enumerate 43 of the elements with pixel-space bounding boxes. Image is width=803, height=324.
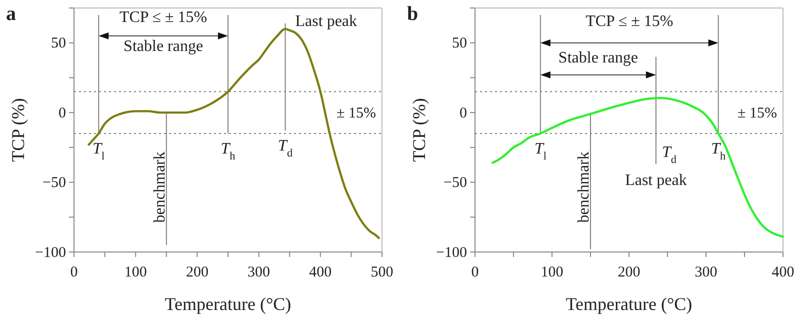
- ref-line-label: benchmark: [576, 152, 593, 223]
- chart-title: a: [6, 3, 16, 25]
- x-tick-label: 400: [772, 264, 794, 280]
- ref-line-label: T$_{d}$: [278, 138, 293, 160]
- annotation: TCP ≤ ± 15%: [120, 8, 208, 26]
- x-tick-label: 300: [248, 264, 270, 280]
- ref-line-label: benchmark: [152, 152, 169, 223]
- x-tick-label: 200: [186, 264, 208, 280]
- annotation: Last peak: [625, 172, 687, 190]
- line-series: [88, 28, 380, 240]
- ref-line-label: T$_{d}$: [662, 144, 677, 166]
- x-axis-title: Temperature (°C): [566, 294, 692, 314]
- x-tick-label: 300: [694, 264, 718, 280]
- x-tick-label: 200: [618, 264, 640, 280]
- annotation: TCP ≤ ± 15%: [586, 13, 674, 30]
- annotation: Stable range: [558, 49, 638, 66]
- y-tick-label: 0: [58, 105, 66, 122]
- x-axis-title: Temperature (°C): [164, 294, 292, 314]
- ref-line-label: T$_{h}$: [711, 140, 726, 162]
- y-axis-title: TCP (%): [409, 98, 429, 162]
- y-tick-label: 0: [460, 105, 467, 122]
- x-tick-label: 400: [309, 264, 332, 280]
- y-tick-label: −100: [35, 244, 66, 261]
- y-tick-label: 50: [51, 36, 66, 52]
- y-axis-title: TCP (%): [8, 98, 28, 162]
- ref-line-label: ± 15%: [336, 106, 376, 122]
- line-series: [492, 96, 784, 238]
- annotation: Stable range: [124, 38, 204, 56]
- x-tick-label: 100: [540, 264, 564, 280]
- x-tick-label: 0: [471, 264, 479, 280]
- x-tick-label: 500: [370, 264, 394, 280]
- y-tick-label: −50: [444, 175, 467, 192]
- ref-line-label: ± 15%: [738, 106, 777, 122]
- x-tick-label: 0: [70, 264, 78, 280]
- y-tick-label: 50: [452, 36, 467, 52]
- ref-line-label: T$_{h}$: [220, 140, 236, 162]
- y-tick-label: −100: [436, 244, 467, 261]
- x-tick-label: 100: [124, 264, 147, 280]
- y-tick-label: −50: [42, 175, 66, 192]
- ref-line-label: T$_{l}$: [534, 140, 546, 162]
- annotation: Last peak: [295, 13, 358, 30]
- chart-title: b: [407, 3, 418, 25]
- ref-line-label: T$_{l}$: [92, 140, 105, 162]
